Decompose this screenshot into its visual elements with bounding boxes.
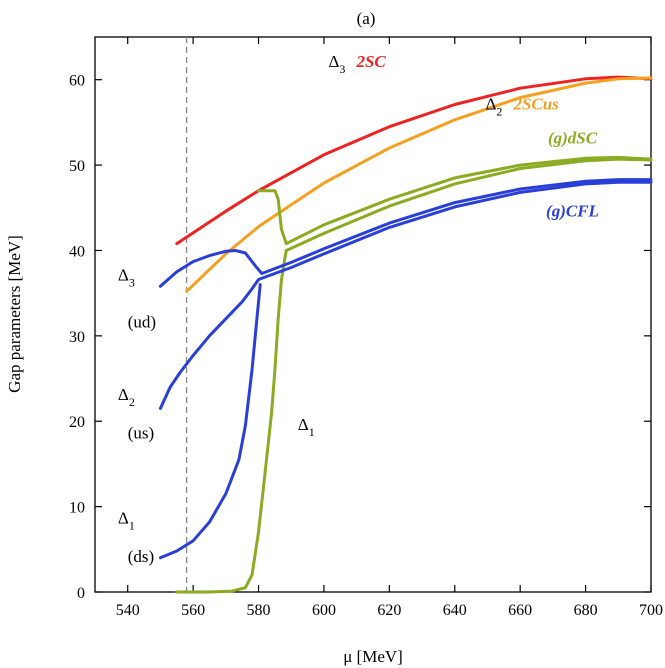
x-tick-label: 540 bbox=[116, 602, 140, 619]
x-tick-label: 600 bbox=[312, 602, 336, 619]
x-tick-label: 620 bbox=[377, 602, 401, 619]
annotation-label: Δ3 bbox=[118, 265, 135, 289]
y-tick-label: 20 bbox=[69, 414, 85, 431]
series-tag: (g)dSC bbox=[548, 129, 598, 148]
annotation-label: (us) bbox=[128, 423, 154, 442]
y-tick-label: 40 bbox=[69, 243, 85, 260]
tag-prefix: Δ2 bbox=[485, 95, 502, 119]
series-tag: 2SC bbox=[355, 52, 386, 71]
x-tick-label: 640 bbox=[443, 602, 467, 619]
x-axis-label: μ [MeV] bbox=[343, 647, 403, 666]
series-tag: (g)CFL bbox=[546, 201, 599, 220]
y-tick-label: 10 bbox=[69, 500, 85, 517]
axis-ticks: 540 560 580 600 620 640 660 680 700 0 10 20 30 40 50 60 bbox=[69, 37, 663, 619]
x-tick-label: 680 bbox=[574, 602, 598, 619]
annotation-label: Δ2 bbox=[118, 385, 135, 409]
chart-title: (a) bbox=[357, 9, 376, 28]
tag-prefix: Δ3 bbox=[328, 52, 345, 76]
series-line bbox=[175, 249, 288, 594]
x-tick-label: 700 bbox=[639, 602, 663, 619]
series-line bbox=[257, 155, 653, 246]
y-tick-label: 30 bbox=[69, 329, 85, 346]
series-tags: Δ3 2SC Δ2 2SCus (g)dSC (g)CFL bbox=[328, 52, 598, 220]
y-tick-label: 50 bbox=[69, 158, 85, 175]
annotation-label: (ds) bbox=[128, 547, 154, 566]
x-tick-label: 580 bbox=[247, 602, 271, 619]
series-line bbox=[158, 180, 653, 410]
annotation-label: Δ1 bbox=[298, 415, 315, 439]
annotation-label: (ud) bbox=[128, 312, 156, 331]
x-tick-label: 560 bbox=[181, 602, 205, 619]
series-line bbox=[158, 283, 262, 560]
series-tag: 2SCus bbox=[512, 95, 559, 114]
y-tick-label: 60 bbox=[69, 73, 85, 90]
series-line bbox=[185, 76, 653, 293]
y-axis-label: Gap parameters [MeV] bbox=[5, 235, 24, 393]
annotations: Δ3 (ud) Δ2 (us) Δ1 (ds) Δ1 bbox=[118, 265, 315, 566]
plot-frame bbox=[94, 36, 652, 593]
y-tick-label: 0 bbox=[77, 585, 85, 602]
series-group bbox=[158, 75, 653, 594]
annotation-label: Δ1 bbox=[118, 509, 135, 533]
series-line bbox=[284, 157, 653, 252]
x-tick-label: 660 bbox=[508, 602, 532, 619]
series-line bbox=[175, 75, 653, 246]
series-line bbox=[158, 178, 653, 288]
